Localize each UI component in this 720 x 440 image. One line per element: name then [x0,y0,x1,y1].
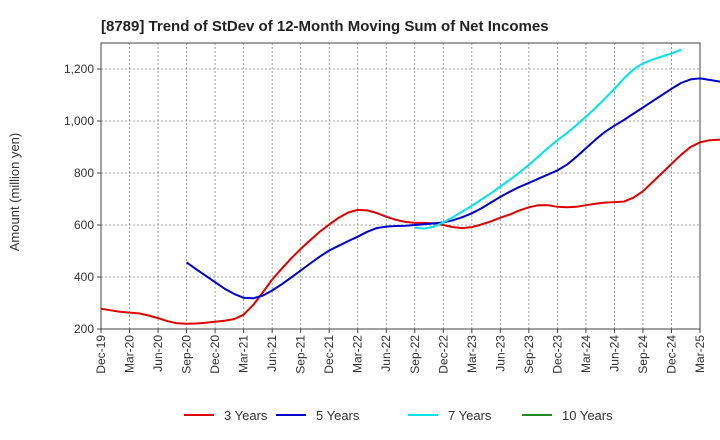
x-tick-label: Mar-22 [351,335,365,373]
x-tick-label: Jun-23 [493,335,507,372]
x-tick-label: Mar-24 [579,335,593,373]
series-line-5-years [186,77,720,300]
legend-label: 3 Years [224,408,268,423]
x-tick-label: Dec-23 [550,335,564,374]
x-tick-label: Jun-22 [379,335,393,372]
y-tick-label: 600 [74,218,94,232]
x-tick-label: Mar-25 [693,335,707,373]
x-tick-label: Jun-21 [265,335,279,372]
legend-label: 7 Years [448,408,492,423]
y-tick-label: 200 [74,322,94,336]
x-tick-label: Sep-23 [522,335,536,374]
plot-frame [100,42,701,330]
x-tick-label: Mar-21 [237,335,251,373]
y-axis-label: Amount (million yen) [7,133,22,252]
x-tick-label: Sep-21 [294,335,308,374]
series-lines [100,48,720,325]
x-tick-label: Sep-24 [636,335,650,374]
x-tick-label: Jun-20 [151,335,165,372]
series-line-3-years [100,138,720,325]
x-tick-label: Dec-21 [322,335,336,374]
grid [100,43,701,330]
x-tick-label: Sep-22 [408,335,422,374]
chart-title: [8789] Trend of StDev of 12-Month Moving… [101,18,549,35]
y-tick-label: 800 [74,166,94,180]
y-tick-label: 400 [74,270,94,284]
x-tick-label: Mar-23 [465,335,479,373]
x-tick-label: Mar-20 [123,335,137,373]
axes: 200 400 600 800 1,000 1,200 Dec-19 Mar-20 Jun-20… [64,42,707,374]
legend-label: 10 Years [562,408,613,423]
legend-label: 5 Years [316,408,360,423]
x-tick-label: Dec-24 [664,335,678,374]
x-tick-label: Jun-24 [607,335,621,372]
x-tick-label: Sep-20 [180,335,194,374]
series-line-7-years [414,48,682,230]
legend: 3 Years 5 Years 7 Years 10 Years [184,408,613,423]
x-tick-label: Dec-19 [94,335,108,374]
x-tick-label: Dec-20 [208,335,222,374]
y-tick-label: 1,200 [64,62,94,76]
x-tick-label: Dec-22 [436,335,450,374]
y-tick-label: 1,000 [64,114,94,128]
